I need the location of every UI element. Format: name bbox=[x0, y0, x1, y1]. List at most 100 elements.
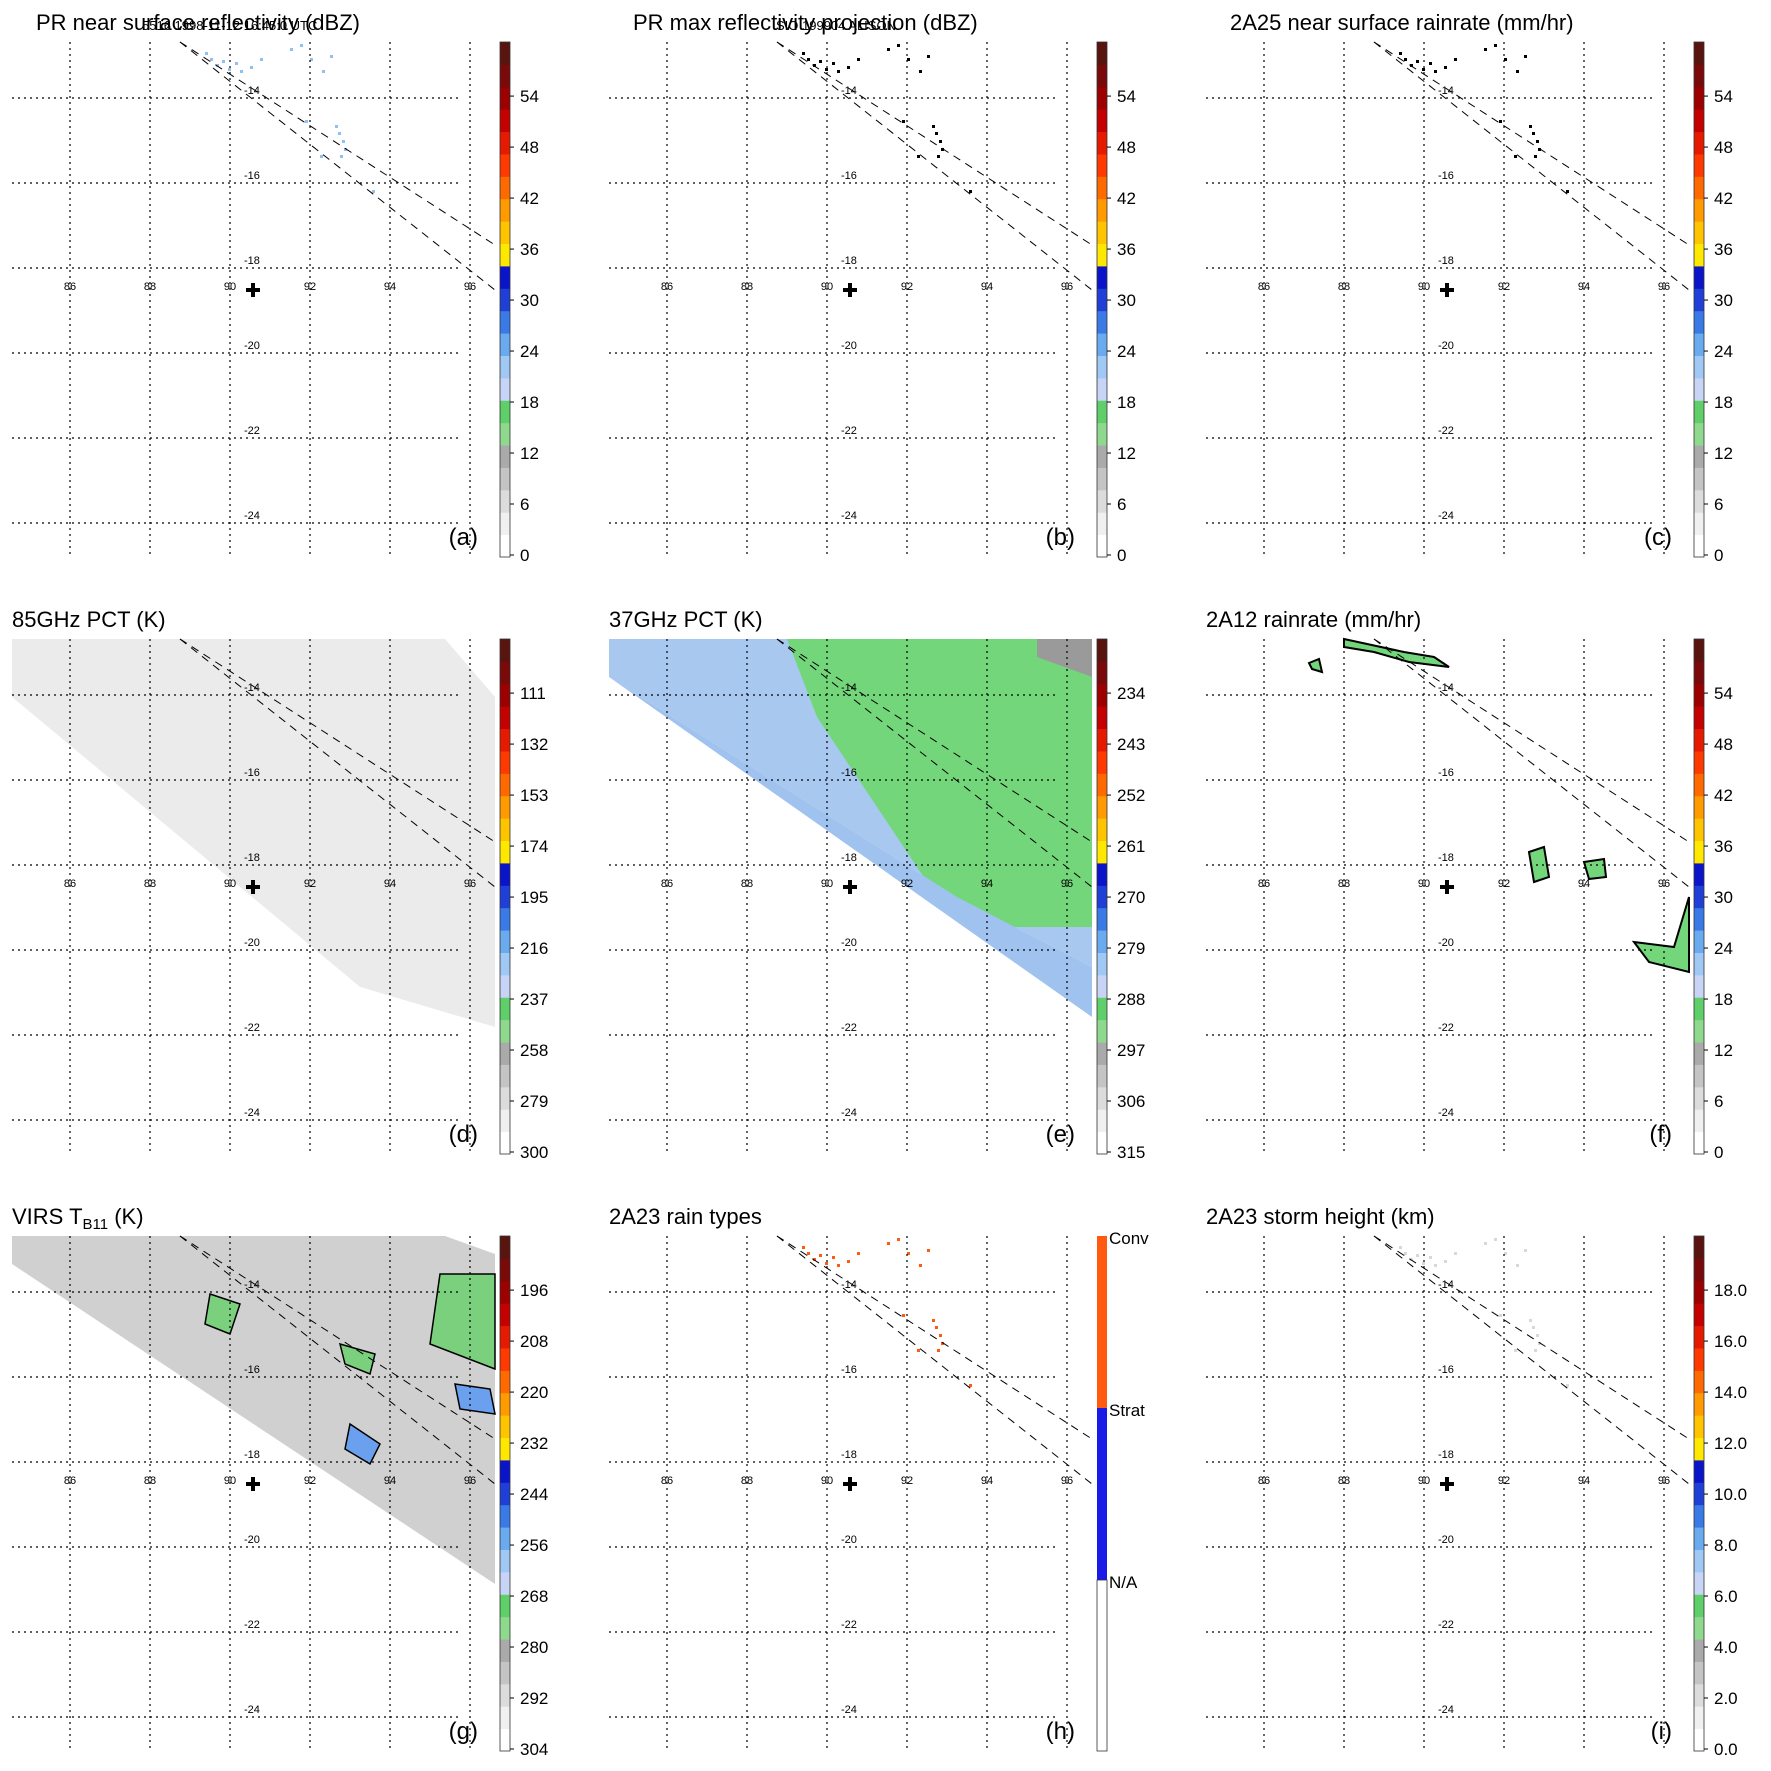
colorbar-swatch bbox=[1694, 1728, 1704, 1752]
colorbar-swatch bbox=[1694, 795, 1704, 819]
field-pixel bbox=[1454, 58, 1457, 61]
field-pixel bbox=[1534, 1349, 1537, 1352]
colorbar-tick-label: 288 bbox=[1117, 990, 1145, 1009]
swath-edge-line bbox=[1373, 638, 1690, 888]
lat-tick-label: -14 bbox=[841, 682, 857, 694]
colorbar-swatch bbox=[500, 683, 510, 707]
colorbar-swatch bbox=[1097, 728, 1107, 752]
colorbar-swatch bbox=[500, 64, 510, 88]
colorbar-tick-label: 270 bbox=[1117, 888, 1145, 907]
colorbar-swatch bbox=[1694, 265, 1704, 289]
colorbar-swatch bbox=[500, 728, 510, 752]
colorbar-swatch bbox=[500, 1706, 510, 1730]
field-pixel bbox=[1444, 66, 1447, 69]
colorbar-swatch bbox=[1694, 310, 1704, 334]
colorbar-swatch bbox=[500, 930, 510, 953]
legend-strat-label: Strat bbox=[1109, 1401, 1145, 1420]
colorbar-swatch bbox=[1694, 1482, 1704, 1506]
lat-tick-label: -14 bbox=[841, 1279, 857, 1291]
lat-tick-label: -22 bbox=[1438, 1619, 1454, 1631]
field-pixel bbox=[937, 155, 940, 158]
colorbar-swatch bbox=[500, 1086, 510, 1110]
lon-tick-label: 92 bbox=[304, 281, 316, 293]
swath-edge-line bbox=[776, 1235, 1093, 1485]
colorbar-swatch bbox=[1097, 153, 1107, 177]
field-pixel bbox=[932, 125, 935, 128]
lat-tick-label: -18 bbox=[1438, 852, 1454, 864]
colorbar-swatch bbox=[1694, 639, 1704, 662]
colorbar-swatch bbox=[1694, 1459, 1704, 1483]
colorbar-swatch bbox=[1694, 1504, 1704, 1528]
lat-tick-label: -22 bbox=[841, 1619, 857, 1631]
colorbar-tick-label: 14.0 bbox=[1714, 1383, 1747, 1402]
colorbar-tick-label: 48 bbox=[1714, 735, 1733, 754]
colorbar-swatch bbox=[1694, 1280, 1704, 1304]
colorbar-swatch bbox=[500, 1019, 510, 1043]
colorbar-swatch bbox=[500, 243, 510, 267]
lon-tick-label: 88 bbox=[144, 281, 156, 293]
colorbar-swatch bbox=[500, 109, 510, 133]
colorbar-swatch bbox=[500, 1280, 510, 1304]
lat-tick-label: -24 bbox=[244, 1704, 260, 1716]
field-pixel bbox=[1404, 58, 1407, 61]
lon-tick-label: 92 bbox=[304, 878, 316, 890]
lat-tick-label: -16 bbox=[244, 1364, 260, 1376]
field-blank bbox=[12, 697, 495, 1152]
lat-tick-label: -14 bbox=[244, 85, 260, 97]
colorbar-tick-label: 208 bbox=[520, 1332, 548, 1351]
colorbar-tick-label: 42 bbox=[1714, 189, 1733, 208]
lat-tick-label: -16 bbox=[1438, 767, 1454, 779]
field-pixel bbox=[320, 155, 323, 158]
colorbar-swatch bbox=[1097, 1086, 1107, 1110]
colorbar-swatch bbox=[1694, 1639, 1704, 1662]
lat-tick-label: -14 bbox=[841, 85, 857, 97]
colorbar-swatch bbox=[1097, 773, 1107, 797]
colorbar-tick-label: 0 bbox=[1117, 546, 1126, 565]
colorbar-swatch bbox=[1097, 265, 1107, 289]
colorbar-swatch bbox=[500, 1392, 510, 1416]
swath-edge-line bbox=[1373, 41, 1690, 291]
field-pixel bbox=[939, 1334, 942, 1337]
field-pixel bbox=[335, 125, 338, 128]
colorbar-swatch bbox=[1097, 86, 1107, 110]
colorbar-swatch bbox=[500, 885, 510, 909]
swath-edge-line bbox=[1373, 1235, 1690, 1440]
field-pixel bbox=[1499, 120, 1502, 123]
field-pixel bbox=[260, 58, 263, 61]
colorbar-swatch bbox=[1097, 64, 1107, 88]
colorbar-swatch bbox=[1694, 1571, 1704, 1595]
colorbar-tick-label: 42 bbox=[1714, 786, 1733, 805]
field-pixel bbox=[887, 48, 890, 51]
colorbar-swatch bbox=[1097, 1131, 1107, 1155]
field-pixel bbox=[1422, 1262, 1425, 1265]
colorbar-swatch bbox=[500, 512, 510, 536]
colorbar-tick-label: 0 bbox=[520, 546, 529, 565]
panel-title: VIRS TB11 (K) bbox=[12, 1204, 144, 1233]
field-pixel bbox=[807, 1252, 810, 1255]
lat-tick-label: -22 bbox=[244, 1022, 260, 1034]
colorbar-tick-label: 54 bbox=[1714, 87, 1733, 106]
colorbar-frame bbox=[1693, 638, 1705, 1155]
lon-tick-label: 96 bbox=[464, 1475, 476, 1487]
colorbar-swatch bbox=[1097, 198, 1107, 222]
colorbar-swatch bbox=[1694, 885, 1704, 909]
field-pixel bbox=[344, 148, 347, 151]
field-pixel bbox=[1538, 1342, 1541, 1345]
lon-tick-label: 96 bbox=[1061, 878, 1073, 890]
swath-edge-line bbox=[776, 41, 1093, 291]
lat-tick-label: -20 bbox=[1438, 1534, 1454, 1546]
colorbar-swatch bbox=[1694, 1109, 1704, 1133]
colorbar-swatch bbox=[1097, 489, 1107, 513]
colorbar-tick-label: 48 bbox=[1714, 138, 1733, 157]
colorbar-swatch bbox=[500, 265, 510, 289]
field-pixel bbox=[1516, 1264, 1519, 1267]
colorbar-tick-label: 24 bbox=[520, 342, 539, 361]
colorbar-tick-label: 42 bbox=[520, 189, 539, 208]
field-pixel bbox=[825, 68, 828, 71]
field-pixel bbox=[825, 1262, 828, 1265]
legend-conv-swatch bbox=[1097, 1236, 1107, 1408]
lon-tick-label: 90 bbox=[821, 878, 833, 890]
colorbar-swatch bbox=[500, 467, 510, 491]
colorbar-swatch bbox=[1694, 377, 1704, 401]
colorbar-swatch bbox=[500, 1325, 510, 1349]
